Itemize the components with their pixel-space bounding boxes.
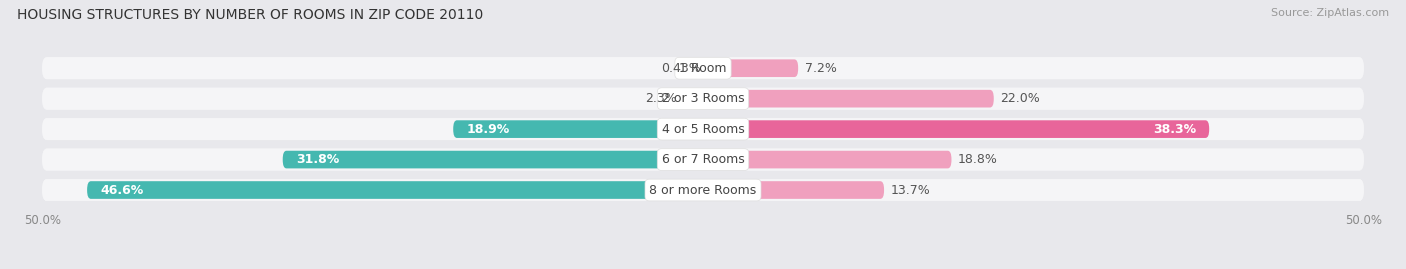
Text: 13.7%: 13.7% xyxy=(890,183,931,197)
FancyBboxPatch shape xyxy=(42,88,1364,110)
FancyBboxPatch shape xyxy=(703,90,994,108)
Text: 4 or 5 Rooms: 4 or 5 Rooms xyxy=(662,123,744,136)
FancyBboxPatch shape xyxy=(283,151,703,168)
Text: Source: ZipAtlas.com: Source: ZipAtlas.com xyxy=(1271,8,1389,18)
Text: 1 Room: 1 Room xyxy=(679,62,727,75)
FancyBboxPatch shape xyxy=(42,148,1364,171)
FancyBboxPatch shape xyxy=(42,118,1364,140)
Text: 38.3%: 38.3% xyxy=(1153,123,1197,136)
Text: 0.43%: 0.43% xyxy=(662,62,702,75)
FancyBboxPatch shape xyxy=(42,179,1364,201)
FancyBboxPatch shape xyxy=(703,151,952,168)
FancyBboxPatch shape xyxy=(697,59,703,77)
Text: 18.9%: 18.9% xyxy=(467,123,510,136)
Text: 7.2%: 7.2% xyxy=(804,62,837,75)
FancyBboxPatch shape xyxy=(42,57,1364,79)
Text: 46.6%: 46.6% xyxy=(100,183,143,197)
FancyBboxPatch shape xyxy=(703,181,884,199)
FancyBboxPatch shape xyxy=(42,179,1364,201)
FancyBboxPatch shape xyxy=(672,90,703,108)
FancyBboxPatch shape xyxy=(42,148,1364,171)
Text: 2.3%: 2.3% xyxy=(645,92,676,105)
FancyBboxPatch shape xyxy=(703,59,799,77)
Text: 18.8%: 18.8% xyxy=(957,153,998,166)
Text: 2 or 3 Rooms: 2 or 3 Rooms xyxy=(662,92,744,105)
FancyBboxPatch shape xyxy=(703,120,1209,138)
FancyBboxPatch shape xyxy=(87,181,703,199)
FancyBboxPatch shape xyxy=(42,88,1364,110)
Text: 22.0%: 22.0% xyxy=(1001,92,1040,105)
FancyBboxPatch shape xyxy=(42,57,1364,79)
Text: HOUSING STRUCTURES BY NUMBER OF ROOMS IN ZIP CODE 20110: HOUSING STRUCTURES BY NUMBER OF ROOMS IN… xyxy=(17,8,484,22)
FancyBboxPatch shape xyxy=(453,120,703,138)
Text: 31.8%: 31.8% xyxy=(295,153,339,166)
FancyBboxPatch shape xyxy=(42,118,1364,140)
Text: 8 or more Rooms: 8 or more Rooms xyxy=(650,183,756,197)
Text: 6 or 7 Rooms: 6 or 7 Rooms xyxy=(662,153,744,166)
